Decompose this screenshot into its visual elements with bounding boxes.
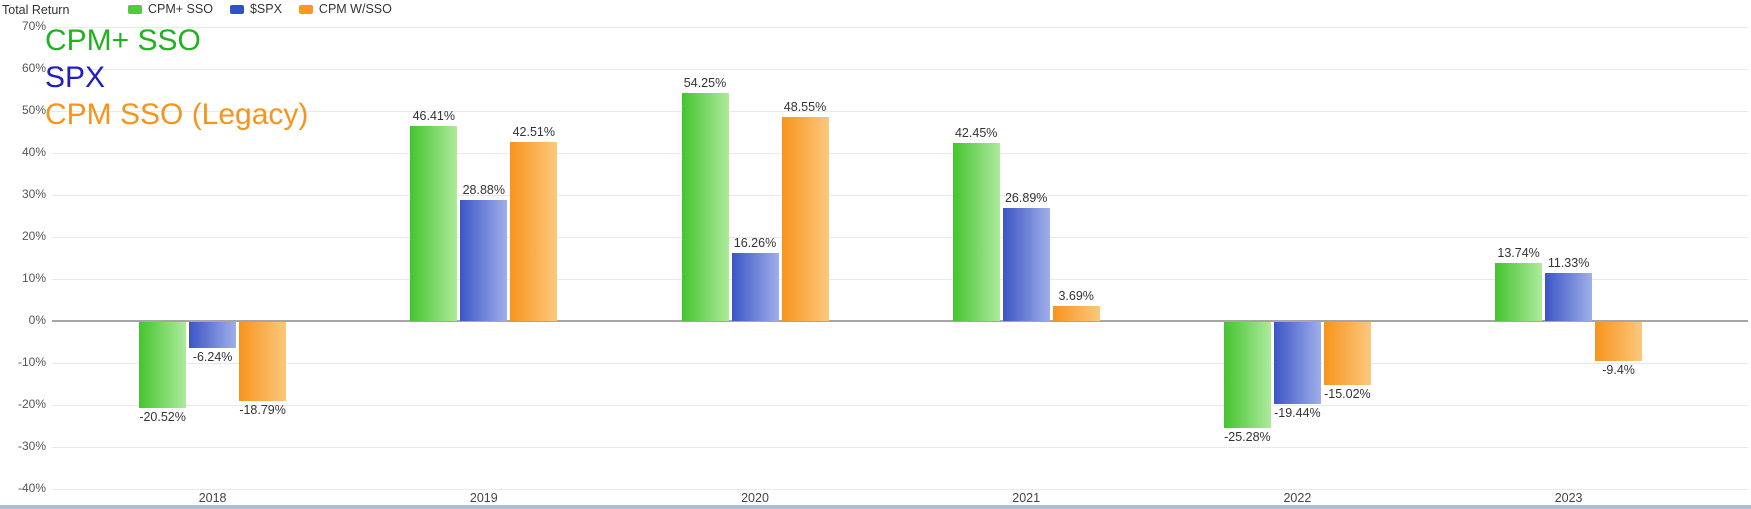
bar-cpm-sso-2023[interactable]: [1495, 263, 1543, 321]
bar-value-label: 3.69%: [1058, 288, 1094, 303]
bar-cpm-w-sso-2019[interactable]: [510, 142, 558, 321]
bar-cpm-sso-2019[interactable]: [410, 126, 458, 321]
y-axis-tick-label: 30%: [21, 187, 46, 201]
bar-spx-2023[interactable]: [1545, 273, 1593, 321]
bar-value-label: -18.79%: [239, 402, 286, 417]
legend-label: CPM W/SSO: [318, 2, 392, 16]
bar-spx-2018[interactable]: [189, 322, 237, 349]
gridline: [52, 110, 1748, 112]
bar-value-label: 42.45%: [954, 125, 998, 140]
bar-value-label: 46.41%: [412, 109, 455, 124]
bar-value-label: 11.33%: [1547, 256, 1590, 271]
bar-cpm-sso-2021[interactable]: [952, 142, 1000, 321]
bar-value-label: 54.25%: [683, 76, 727, 91]
y-axis-tick-label: 60%: [21, 61, 46, 75]
bar-spx-2022[interactable]: [1273, 322, 1321, 404]
gridline: [52, 278, 1748, 280]
gridline: [52, 194, 1748, 196]
horizontal-scrollbar[interactable]: [0, 505, 1751, 509]
series-name-overlay: CPM+ SSO SPX CPM SSO (Legacy): [45, 22, 308, 133]
bar-cpm-w-sso-2018[interactable]: [239, 322, 287, 401]
bar-value-label: 13.74%: [1497, 246, 1540, 261]
x-axis-year-label: 2022: [1283, 491, 1312, 505]
legend-item-cpm-sso[interactable]: CPM+ SSO: [128, 2, 213, 16]
bar-value-label: -20.52%: [139, 410, 186, 425]
bar-value-label: -25.28%: [1224, 430, 1271, 445]
y-axis-tick-label: 70%: [21, 19, 46, 33]
bar-cpm-w-sso-2020[interactable]: [781, 117, 829, 321]
bar-cpm-w-sso-2023[interactable]: [1595, 322, 1643, 362]
y-axis-tick-label: 50%: [21, 103, 46, 117]
legend-swatch-icon: [128, 4, 142, 14]
chart-legend: CPM+ SSO $SPX CPM W/SSO: [128, 2, 392, 16]
gridline: [52, 26, 1748, 28]
bar-value-label: 28.88%: [462, 182, 505, 197]
bar-value-label: -15.02%: [1324, 387, 1371, 402]
bar-cpm-w-sso-2022[interactable]: [1323, 322, 1371, 386]
bar-value-label: 42.51%: [512, 125, 555, 140]
gridline: [52, 488, 1748, 490]
bar-cpm-sso-2022[interactable]: [1223, 322, 1271, 429]
legend-item-cpm-w-sso[interactable]: CPM W/SSO: [298, 2, 392, 16]
y-axis-tick-label: 20%: [21, 229, 46, 243]
legend-label: CPM+ SSO: [148, 2, 213, 16]
legend-item-spx[interactable]: $SPX: [229, 2, 282, 16]
bar-spx-2021[interactable]: [1002, 208, 1050, 321]
bar-value-label: 48.55%: [783, 100, 827, 115]
x-axis-year-label: 2020: [741, 491, 769, 505]
legend-swatch-icon: [298, 4, 313, 14]
legend-swatch-icon: [229, 4, 244, 14]
bar-value-label: -6.24%: [192, 350, 233, 365]
gridline: [52, 236, 1748, 238]
overlay-series-name-cpm-sso-legacy: CPM SSO (Legacy): [45, 98, 309, 131]
y-axis-tick-label: -40%: [17, 481, 46, 495]
bar-value-label: 26.89%: [1004, 191, 1048, 206]
x-axis-year-label: 2023: [1554, 491, 1583, 505]
bar-value-label: -9.4%: [1602, 363, 1635, 378]
gridline: [52, 446, 1748, 448]
bar-spx-2019[interactable]: [460, 199, 508, 321]
bar-value-label: -19.44%: [1274, 405, 1321, 420]
zero-axis-line: [52, 320, 1748, 322]
y-axis-tick-label: -20%: [17, 397, 46, 411]
legend-label: $SPX: [249, 2, 282, 16]
gridline: [52, 152, 1748, 154]
bar-cpm-sso-2018[interactable]: [139, 322, 187, 409]
chart-title: Total Return: [2, 3, 70, 17]
y-axis-tick-label: 10%: [21, 271, 46, 285]
x-axis-year-label: 2019: [469, 491, 498, 505]
gridline: [52, 68, 1748, 70]
y-axis-tick-label: 40%: [21, 145, 46, 159]
overlay-series-name-cpm-sso: CPM+ SSO: [45, 24, 201, 57]
x-axis-year-label: 2018: [198, 491, 227, 505]
bar-value-label: 16.26%: [733, 235, 777, 250]
y-axis-tick-label: -10%: [17, 355, 46, 369]
bar-cpm-sso-2020[interactable]: [681, 93, 729, 321]
bar-spx-2020[interactable]: [731, 252, 779, 321]
gridline: [52, 404, 1748, 406]
y-axis-tick-label: 0%: [28, 313, 46, 327]
x-axis-year-label: 2021: [1012, 491, 1041, 505]
gridline: [52, 362, 1748, 364]
y-axis-tick-label: -30%: [17, 439, 46, 453]
overlay-series-name-spx: SPX: [45, 61, 106, 94]
bar-cpm-w-sso-2021[interactable]: [1052, 305, 1100, 321]
